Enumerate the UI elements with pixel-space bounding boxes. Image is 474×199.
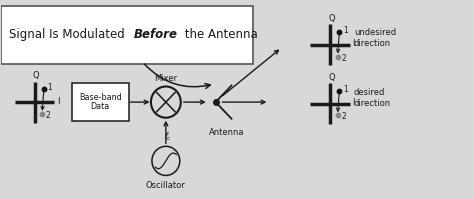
FancyBboxPatch shape [72,83,128,121]
Text: 2: 2 [341,112,346,121]
Text: I: I [352,98,355,107]
Text: desired: desired [354,88,385,97]
Text: 2: 2 [341,54,346,62]
Text: Mixer: Mixer [155,74,177,83]
FancyBboxPatch shape [1,6,253,64]
Text: $f_c$: $f_c$ [164,131,172,143]
Text: Q: Q [328,72,335,82]
Text: Before: Before [134,28,178,41]
Text: direction: direction [354,99,391,108]
Text: 1: 1 [343,26,347,35]
Text: Signal Is Modulated: Signal Is Modulated [9,28,128,41]
Text: the Antenna: the Antenna [181,28,258,41]
Text: Oscillator: Oscillator [146,181,186,190]
Text: 1: 1 [343,85,347,94]
Text: Q: Q [328,14,335,23]
Text: undesired: undesired [354,28,396,37]
Text: I: I [57,97,59,105]
Text: I: I [352,39,355,48]
FancyArrowPatch shape [145,64,210,88]
Text: direction: direction [354,39,391,48]
Text: Q: Q [33,71,39,80]
Text: Base-band: Base-band [79,93,121,102]
Text: Antenna: Antenna [209,128,244,137]
Text: 1: 1 [47,83,52,92]
Text: 2: 2 [46,111,50,120]
Text: Data: Data [91,102,110,111]
